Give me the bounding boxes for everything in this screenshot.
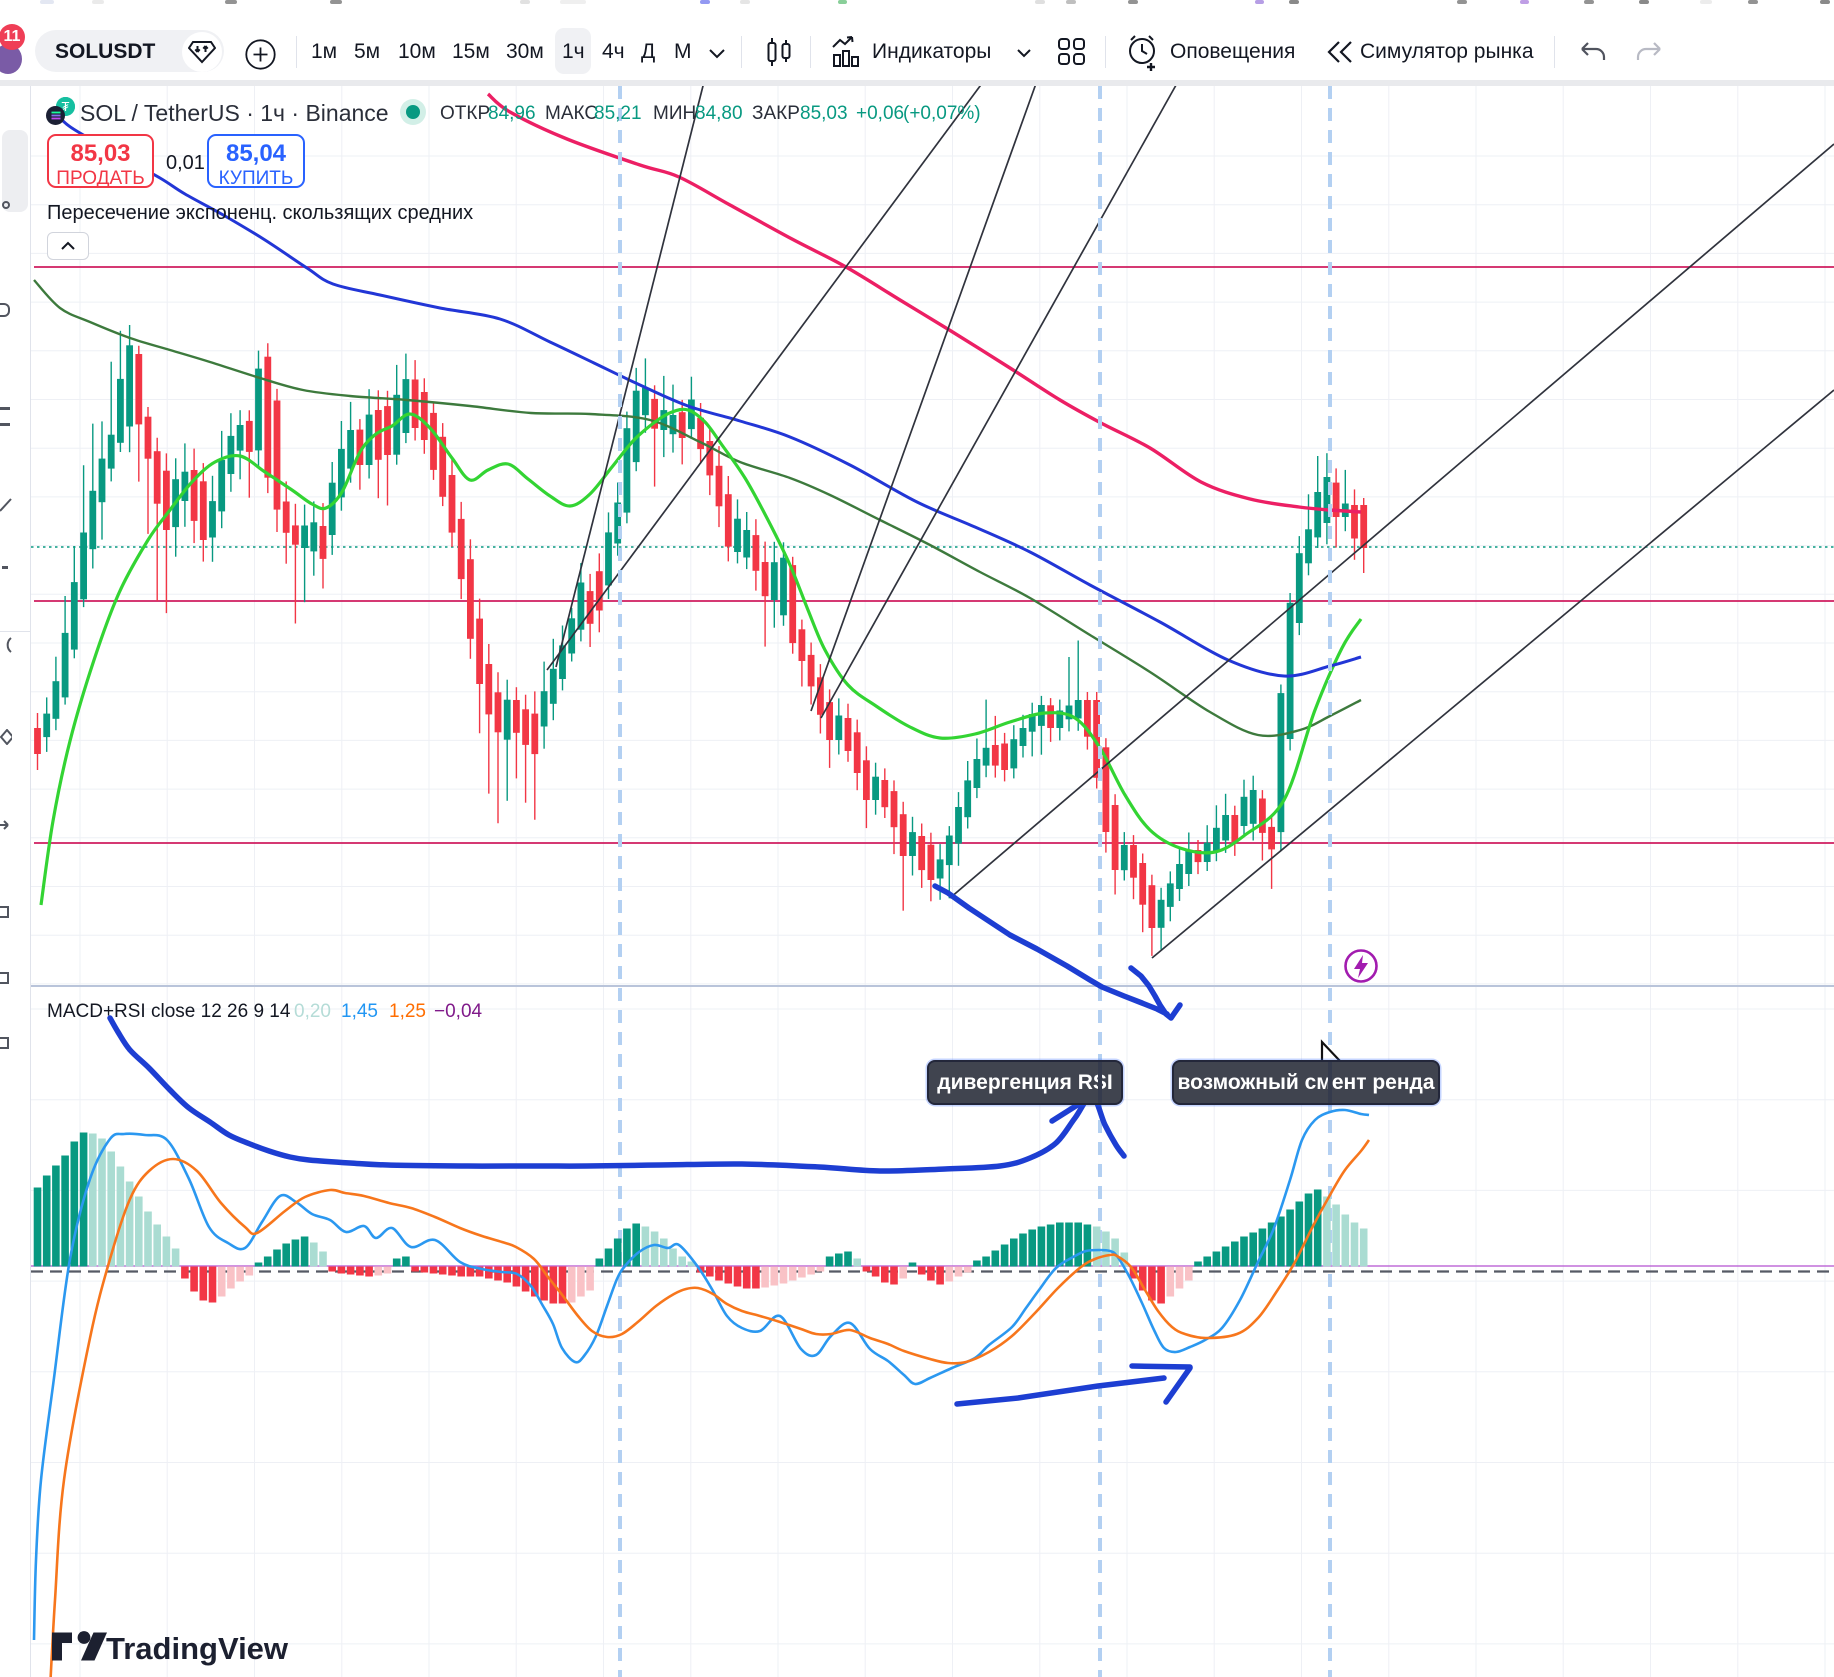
- svg-text:TradingView: TradingView: [106, 1631, 289, 1666]
